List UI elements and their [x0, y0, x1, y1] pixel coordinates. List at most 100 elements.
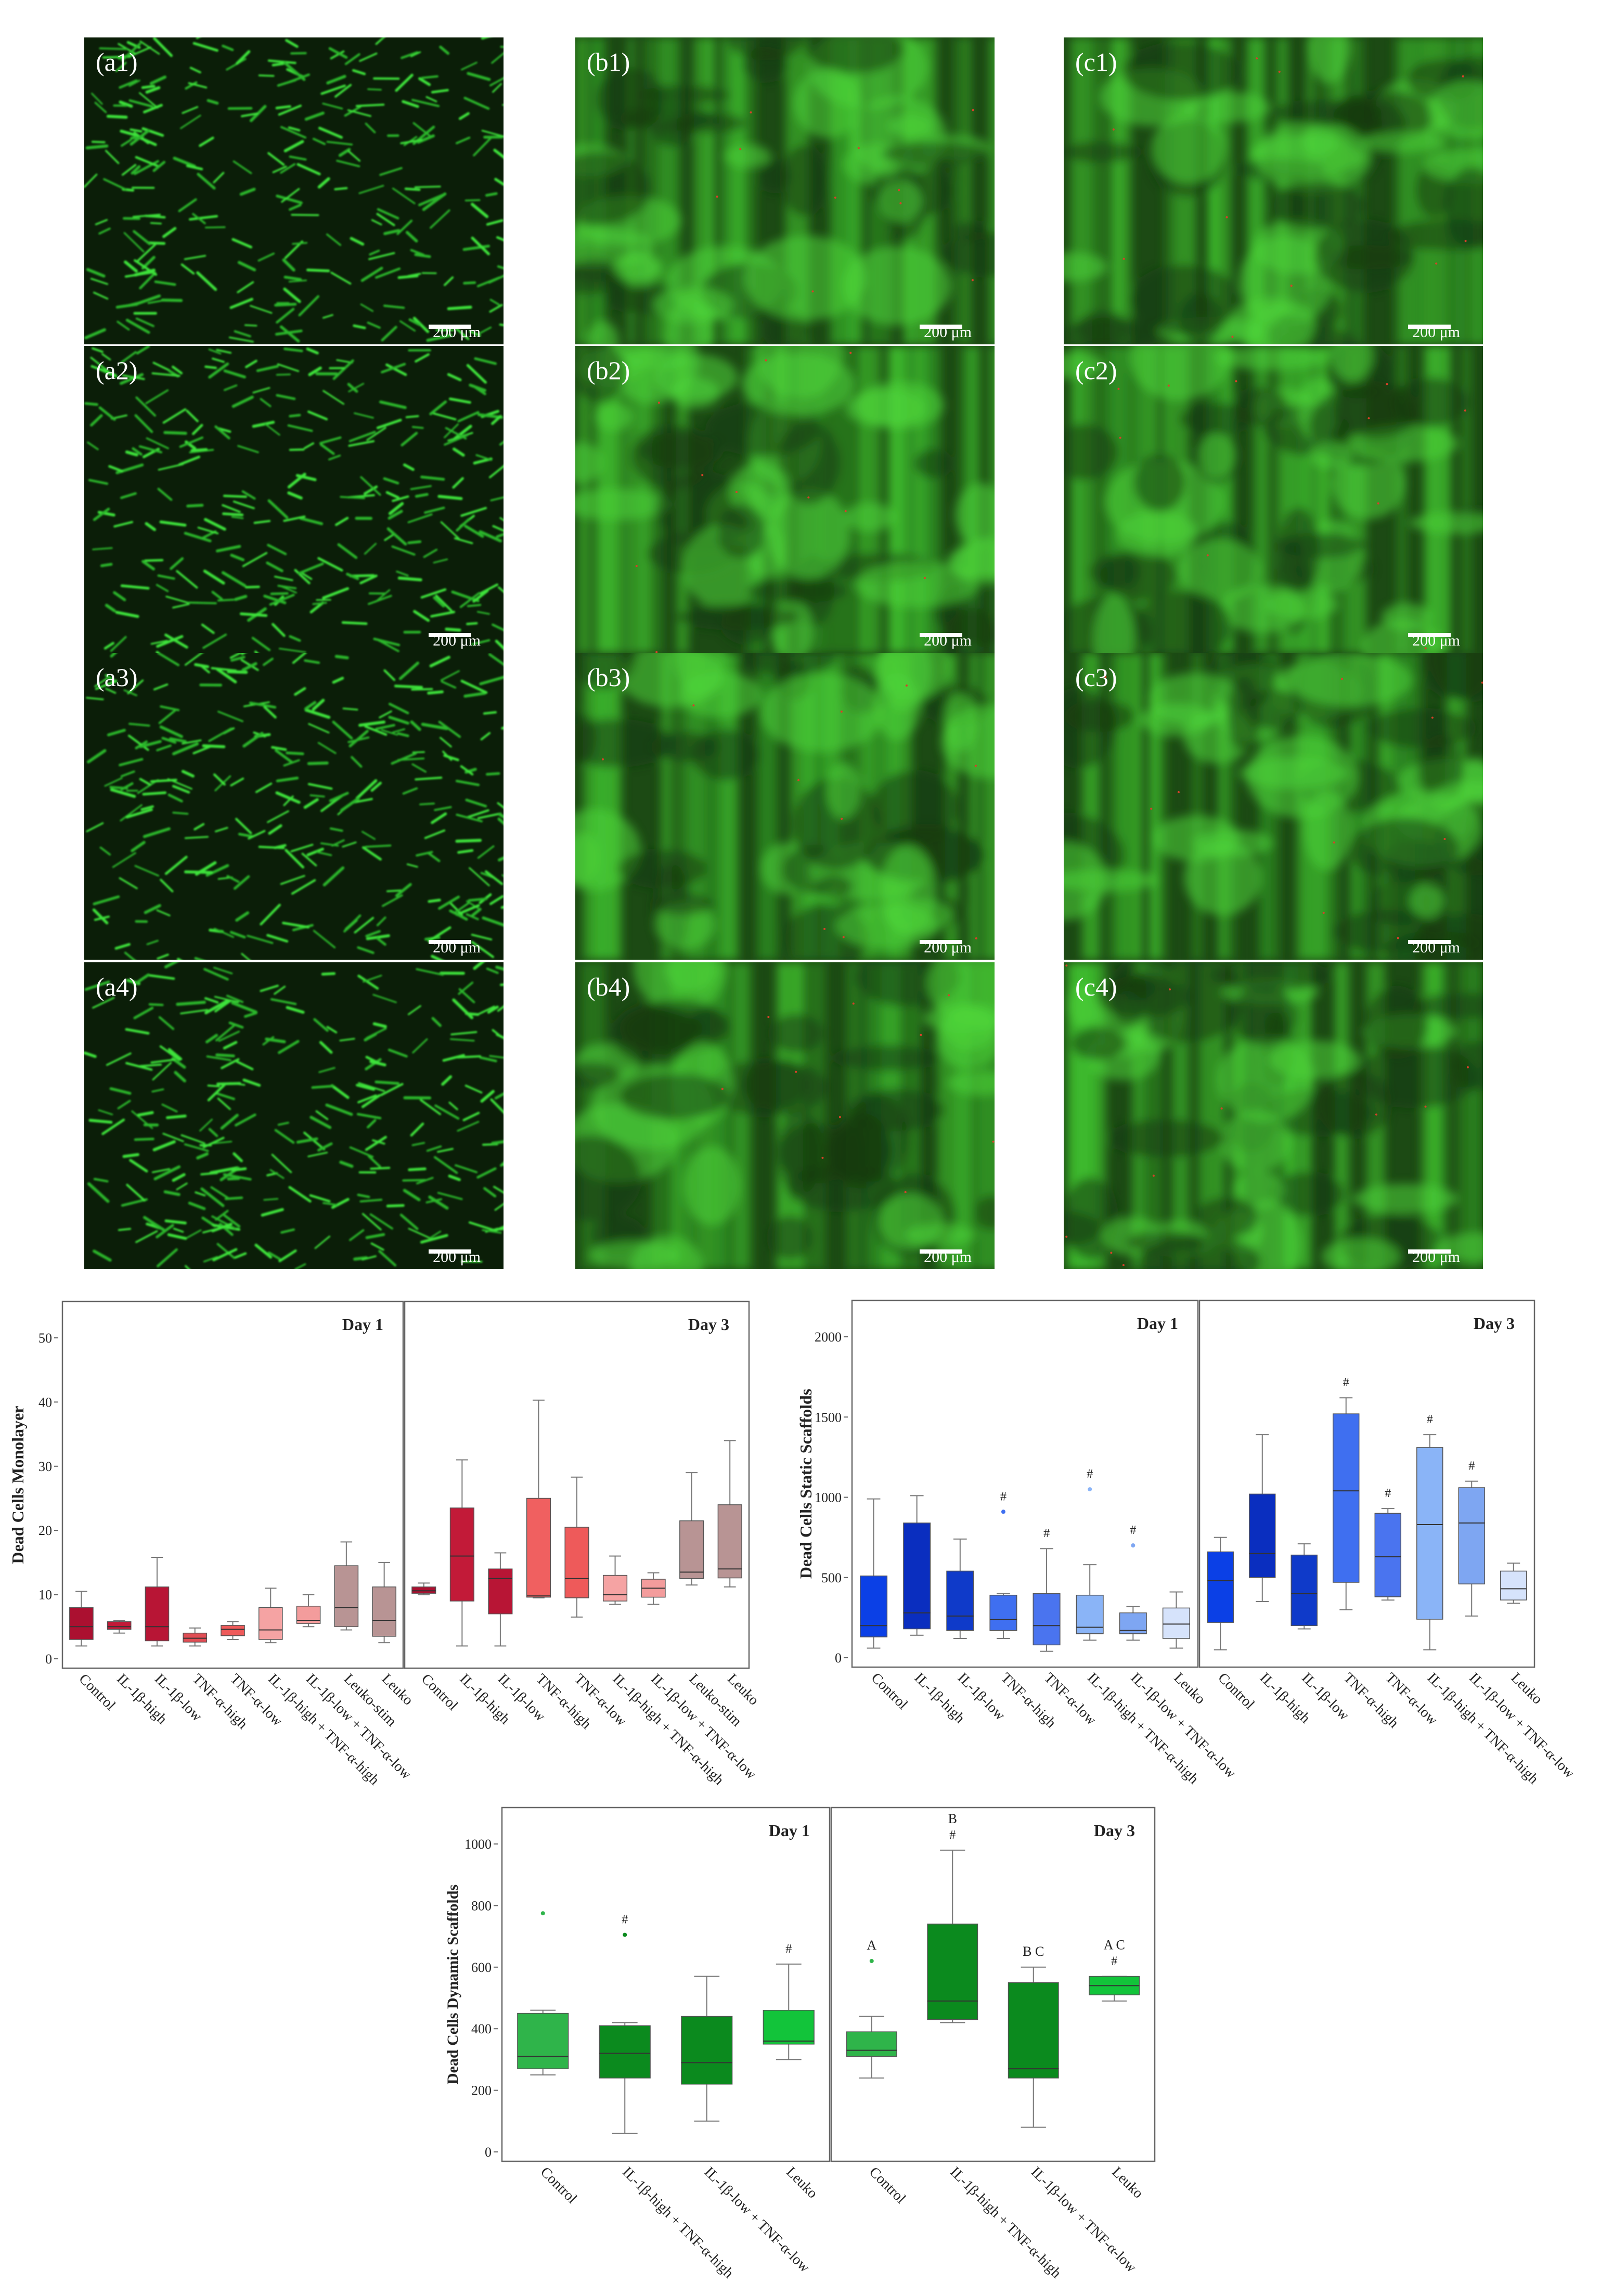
panel-label: (b2) — [587, 356, 630, 385]
box — [603, 1575, 628, 1602]
y-tick-label: 800 — [471, 1898, 492, 1913]
micrograph-texture — [575, 653, 995, 960]
y-axis-label: Dead Cells Monolayer — [8, 1406, 27, 1564]
scale-bar — [920, 325, 962, 329]
x-tick-label: Control — [537, 2164, 580, 2207]
scale-bar — [1408, 1249, 1451, 1254]
panel-label: (a3) — [96, 663, 138, 692]
box — [449, 1507, 474, 1602]
panel-label: (a4) — [96, 972, 138, 1001]
panel-frame — [404, 1300, 750, 1669]
y-tick-label: 200 — [471, 2083, 492, 2098]
scale-bar — [1408, 940, 1451, 944]
group-letters: A — [867, 1938, 876, 1953]
outlier-point — [869, 1958, 874, 1963]
box — [1033, 1593, 1061, 1646]
y-tick-label: 0 — [485, 2145, 492, 2160]
panel-label: (c1) — [1075, 47, 1117, 76]
scale-bar — [1408, 325, 1451, 329]
y-tick-label: 0 — [45, 1652, 52, 1667]
x-tick-label: Control — [868, 1670, 911, 1713]
micrograph-b3: (b3) 200 μm — [575, 653, 995, 960]
significance-mark: # — [785, 1942, 792, 1956]
group-letters: B C — [1023, 1944, 1044, 1959]
y-tick-label: 30 — [38, 1459, 52, 1474]
group-letters: B — [948, 1811, 957, 1826]
box — [526, 1498, 551, 1598]
panel-label: (c4) — [1075, 972, 1117, 1001]
panel-title: Day 1 — [1137, 1314, 1178, 1333]
micrograph-a2: (a2) 200 μm — [84, 346, 504, 653]
x-tick-label: Leuko — [783, 2164, 821, 2202]
box — [717, 1504, 742, 1579]
panel-label: (b4) — [587, 972, 630, 1001]
box — [1333, 1413, 1360, 1583]
box — [903, 1523, 931, 1630]
box — [372, 1586, 396, 1637]
box — [488, 1568, 513, 1615]
micrograph-texture — [1064, 346, 1483, 653]
panel-label: (c2) — [1075, 356, 1117, 385]
panel-frame — [61, 1300, 404, 1669]
y-tick-label: 10 — [38, 1588, 52, 1603]
scale-bar-label: 200 μm — [433, 324, 481, 341]
outlier-point — [1088, 1487, 1092, 1492]
significance-mark: # — [1427, 1413, 1433, 1426]
significance-mark: # — [622, 1913, 628, 1927]
x-tick-label: Control — [418, 1671, 461, 1714]
micrograph-texture — [575, 962, 995, 1269]
micrograph-c2: (c2) 200 μm — [1064, 346, 1483, 653]
scale-bar-label: 200 μm — [924, 324, 972, 341]
outlier-point — [1001, 1510, 1005, 1514]
y-tick-label: 500 — [821, 1570, 842, 1585]
panel-frame — [501, 1807, 831, 2162]
x-tick-label: Leuko — [1108, 2164, 1146, 2202]
micrograph-texture — [575, 346, 995, 653]
scale-bar — [429, 633, 471, 637]
micrograph-a4: (a4) 200 μm — [84, 962, 504, 1269]
scale-bar-label: 200 μm — [433, 632, 481, 649]
y-tick-label: 50 — [38, 1331, 52, 1346]
micrograph-texture — [84, 962, 504, 1269]
x-tick-label: Leuko — [1508, 1670, 1546, 1708]
panel-frame — [830, 1807, 1156, 2162]
panel-label: (b3) — [587, 663, 630, 692]
panel-label: (a1) — [96, 47, 138, 76]
micrograph-b4: (b4) 200 μm — [575, 962, 995, 1269]
x-tick-label: Control — [75, 1671, 119, 1714]
panel-title: Day 3 — [1094, 1821, 1135, 1840]
micrograph-texture — [84, 346, 504, 653]
scale-bar-label: 200 μm — [924, 632, 972, 649]
scale-bar-label: 200 μm — [1412, 324, 1460, 341]
box — [564, 1527, 589, 1598]
scale-bar-label: 200 μm — [924, 1248, 972, 1266]
y-tick-label: 0 — [835, 1650, 842, 1666]
box — [296, 1606, 321, 1624]
box — [107, 1621, 132, 1630]
box — [145, 1586, 170, 1642]
micrograph-texture — [1064, 962, 1483, 1269]
outlier-point — [540, 1911, 545, 1916]
box — [681, 2016, 733, 2085]
significance-mark: # — [949, 1828, 956, 1842]
scale-bar-label: 200 μm — [433, 939, 481, 956]
y-tick-label: 400 — [471, 2021, 492, 2036]
x-tick-label: Leuko — [1170, 1670, 1208, 1708]
scale-bar — [920, 1249, 962, 1254]
scale-bar-label: 200 μm — [924, 939, 972, 956]
y-axis-label: Dead Cells Dynamic Scaffolds — [444, 1885, 461, 2084]
box — [1374, 1513, 1401, 1597]
y-tick-label: 20 — [38, 1523, 52, 1538]
significance-mark: # — [1111, 1955, 1117, 1968]
y-tick-label: 1500 — [815, 1410, 842, 1425]
panel-title: Day 1 — [342, 1315, 383, 1334]
box — [846, 2031, 897, 2057]
significance-mark: # — [1343, 1376, 1349, 1389]
y-axis-label: Dead Cells Static Scaffolds — [796, 1389, 815, 1579]
panel-frame — [851, 1299, 1199, 1668]
chart-dynamic-scaffolds: 0 200 400 600 800 1000 Dead Cells Dynamic Scaf… — [444, 1807, 1156, 2281]
box — [258, 1607, 283, 1640]
significance-mark: # — [1385, 1487, 1391, 1500]
significance-mark: # — [1087, 1467, 1093, 1481]
panel-label: (c3) — [1075, 663, 1117, 692]
